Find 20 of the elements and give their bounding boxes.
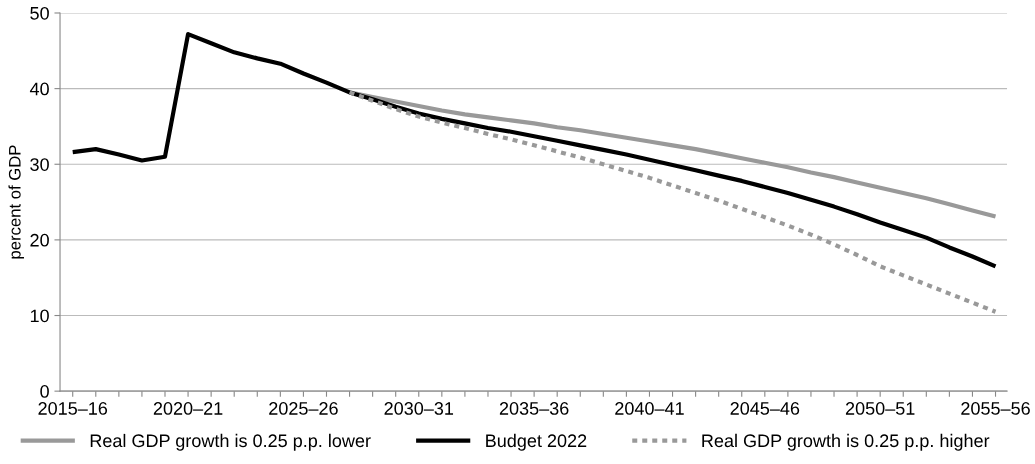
- x-tick-label: 2045–46: [730, 402, 800, 415]
- legend-label: Real GDP growth is 0.25 p.p. lower: [90, 433, 371, 451]
- y-axis-title: percent of GDP: [8, 145, 24, 259]
- x-tick-label: 2040–41: [615, 402, 684, 415]
- x-tick-label: 2020–21: [153, 402, 223, 415]
- x-tick-label: 2035–36: [499, 402, 569, 415]
- y-tick-label: 50: [30, 6, 49, 20]
- x-tick-label: 2030–31: [384, 402, 454, 415]
- x-tick-label: 2025–26: [269, 402, 338, 415]
- y-tick-label: 10: [30, 309, 49, 323]
- y-tick-label: 40: [29, 82, 49, 96]
- x-tick-label: 2050–51: [845, 402, 915, 415]
- x-tick-label: 2055–56: [961, 402, 1030, 415]
- x-tick-label: 2015–16: [38, 402, 108, 415]
- line-series: [70, 32, 998, 269]
- legend-label: Real GDP growth is 0.25 p.p. higher: [702, 433, 990, 451]
- y-tick-label: 0: [40, 385, 49, 398]
- legend-label: Budget 2022: [486, 433, 587, 451]
- y-tick-label: 20: [30, 233, 49, 247]
- y-tick-label: 30: [30, 158, 49, 171]
